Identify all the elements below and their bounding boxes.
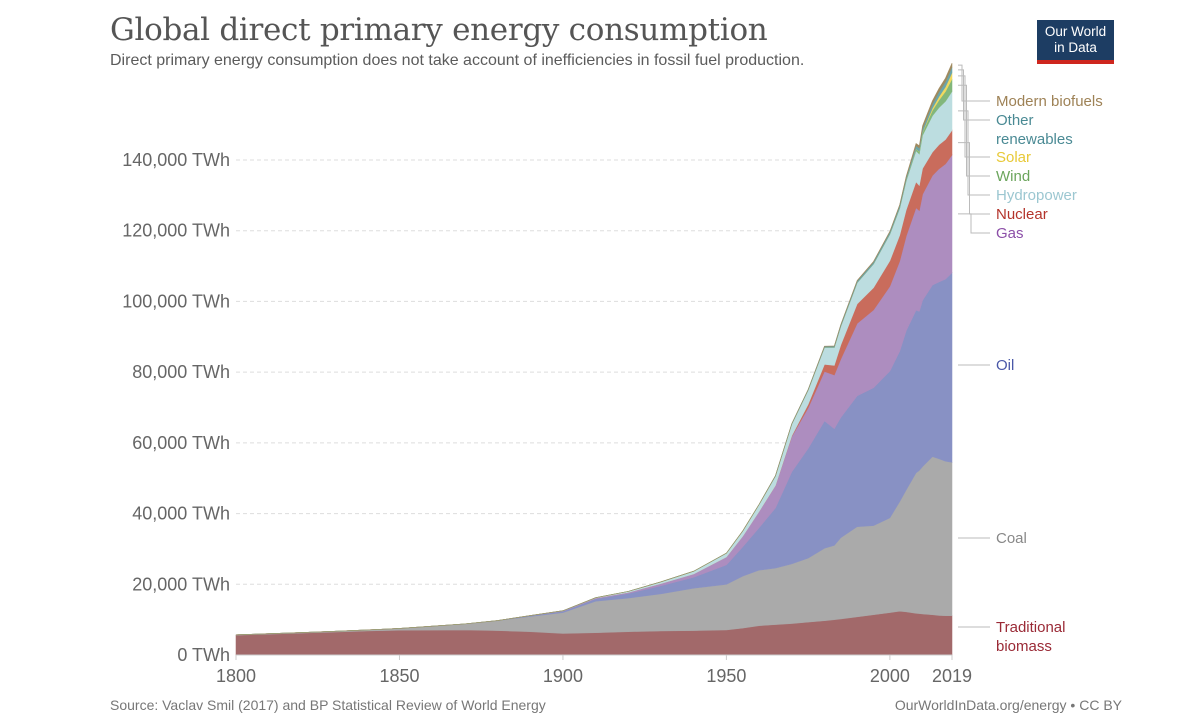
chart-subtitle: Direct primary energy consumption does n…	[110, 52, 805, 69]
y-tick-label: 80,000 TWh	[132, 362, 230, 382]
y-tick-label: 100,000 TWh	[122, 291, 230, 311]
x-tick-label: 1850	[379, 666, 419, 686]
logo-line-1: Our World	[1044, 24, 1107, 39]
y-tick-label: 140,000 TWh	[122, 150, 230, 170]
legend-connector	[958, 84, 990, 177]
legend-label-other-renewables[interactable]: Other renewables	[996, 112, 1073, 148]
area-modern-biofuels[interactable]	[235, 63, 953, 636]
legend-connector	[958, 64, 990, 102]
area-layers	[235, 63, 953, 656]
x-tick-label: 1800	[216, 666, 256, 686]
y-tick-label: 60,000 TWh	[132, 433, 230, 453]
legend-label-oil[interactable]: Oil	[996, 357, 1014, 374]
legend-connector	[958, 69, 990, 121]
legend: Traditional biomass Coal Oil Gas Nuclear Hydro…	[958, 64, 1103, 655]
legend-label-hydropower[interactable]: Hydropower	[996, 187, 1077, 204]
credit-link[interactable]: OurWorldInData.org/energy • CC BY	[894, 697, 1122, 713]
legend-label-nuclear[interactable]: Nuclear	[996, 206, 1048, 223]
legend-connector	[958, 110, 990, 196]
y-tick-label: 120,000 TWh	[122, 221, 230, 241]
legend-label-solar[interactable]: Solar	[996, 149, 1031, 166]
y-tick-label: 20,000 TWh	[132, 574, 230, 594]
logo-line-2: in Data	[1054, 40, 1097, 55]
x-tick-label: 1900	[543, 666, 583, 686]
chart-title: Global direct primary energy consumption	[110, 12, 768, 48]
legend-connector	[958, 213, 990, 234]
source-note: Source: Vaclav Smil (2017) and BP Statis…	[110, 697, 546, 713]
y-tick-label: 40,000 TWh	[132, 504, 230, 524]
y-tick-label: 0 TWh	[177, 645, 230, 665]
legend-label-gas[interactable]: Gas	[996, 225, 1024, 242]
x-tick-label: 2019	[932, 666, 972, 686]
y-axis-ticks: 0 TWh 20,000 TWh 40,000 TWh 60,000 TWh 80,00…	[122, 150, 230, 665]
legend-connector	[958, 142, 990, 215]
legend-label-modern-biofuels[interactable]: Modern biofuels	[996, 93, 1103, 110]
legend-label-traditional-biomass[interactable]: Traditional biomass	[996, 619, 1065, 655]
legend-label-coal[interactable]: Coal	[996, 530, 1027, 547]
legend-connector	[958, 75, 990, 158]
x-axis: 1800 1850 1900 1950 2000 2019	[216, 654, 972, 686]
owid-logo[interactable]: Our World in Data	[1037, 20, 1114, 64]
legend-label-wind[interactable]: Wind	[996, 168, 1030, 185]
x-tick-label: 2000	[870, 666, 910, 686]
x-tick-label: 1950	[706, 666, 746, 686]
